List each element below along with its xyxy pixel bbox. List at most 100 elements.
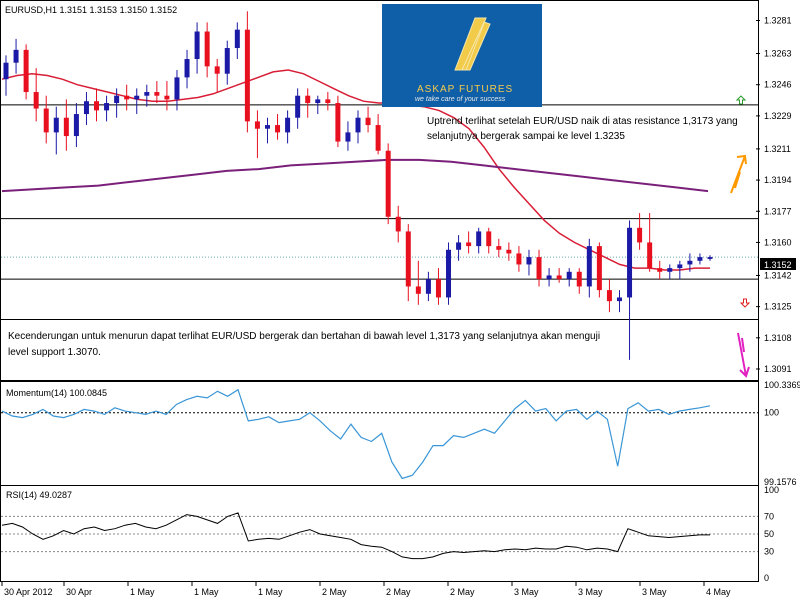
- y-tick-label: 1.3211: [764, 144, 791, 154]
- candle-body: [124, 95, 130, 100]
- x-tick-label: 4 May: [706, 587, 731, 597]
- candle-body: [83, 101, 89, 115]
- current-price-label: 1.3152: [764, 260, 792, 270]
- candle-body: [576, 271, 582, 287]
- y-tick-label: 1.3125: [764, 302, 792, 312]
- y-tick-label: 1.3281: [764, 16, 792, 26]
- candle-body: [355, 117, 361, 133]
- candle-body: [566, 271, 572, 280]
- candle-body: [667, 268, 673, 272]
- candle-body: [395, 216, 401, 232]
- candle-body: [134, 95, 140, 100]
- rsi-tick-label: 0: [764, 573, 769, 583]
- candle-body: [627, 227, 633, 298]
- candle-body: [435, 279, 441, 298]
- candle-body: [194, 31, 200, 60]
- x-tick-label: 2 May: [386, 587, 411, 597]
- logo-name: ASKAP FUTURES: [417, 84, 513, 95]
- candle-body: [335, 103, 341, 142]
- y-tick-label: 1.3229: [764, 111, 792, 121]
- candle-body: [184, 59, 190, 78]
- x-tick-label: 30 Apr: [66, 587, 92, 597]
- candle-body: [174, 77, 180, 100]
- y-tick-label: 1.3246: [764, 80, 792, 90]
- downtrend-annotation-line2: level support 1.3070.: [8, 347, 101, 358]
- x-tick-label: 30 Apr 2012: [4, 587, 53, 597]
- candle-body: [405, 231, 411, 287]
- momentum-tick-label: 100: [764, 408, 779, 418]
- candle-body: [33, 92, 39, 109]
- candle-body: [315, 99, 321, 104]
- askap-logo: ASKAP FUTURES we take care of your succe…: [382, 4, 542, 107]
- candle-body: [536, 257, 542, 280]
- chart-title: EURUSD,H1 1.3151 1.3153 1.3150 1.3152: [5, 5, 177, 15]
- rsi-tick-label: 70: [764, 511, 774, 521]
- candle-body: [616, 297, 622, 302]
- candle-body: [697, 257, 703, 261]
- downtrend-annotation-line1: Kecenderungan untuk menurun dapat terlih…: [8, 331, 600, 342]
- x-tick-label: 1 May: [130, 587, 155, 597]
- candle-body: [476, 231, 482, 247]
- candle-body: [285, 117, 291, 133]
- candle-body: [677, 264, 683, 269]
- candle-body: [365, 117, 371, 126]
- candle-body: [486, 231, 492, 247]
- candle-body: [3, 62, 9, 80]
- rsi-tick-label: 100: [764, 485, 779, 495]
- candle-body: [13, 49, 19, 63]
- candle-body: [647, 242, 653, 269]
- y-tick-label: 1.3194: [764, 175, 792, 185]
- x-tick-label: 1 May: [258, 587, 283, 597]
- candle-body: [516, 253, 522, 265]
- candle-body: [254, 121, 260, 129]
- downtrend-arrow-icon: [737, 332, 750, 378]
- momentum-label: Momentum(14) 100.0845: [6, 388, 107, 398]
- x-tick-label: 3 May: [578, 587, 603, 597]
- candle-body: [154, 92, 160, 96]
- candle-body: [586, 246, 592, 287]
- candle-body: [546, 275, 552, 280]
- candle-body: [526, 257, 532, 265]
- uptrend-annotation-line1: Uptrend terlihat setelah EUR/USD naik di…: [427, 116, 738, 127]
- momentum-line: [1, 388, 711, 480]
- momentum-panel: [0, 381, 759, 486]
- logo-emblem-icon: [454, 17, 491, 71]
- candle-body: [345, 132, 351, 142]
- candle-body: [456, 242, 462, 250]
- uptrend-arrow-icon: [730, 154, 747, 194]
- slow-ma-line: [1, 158, 709, 193]
- current-price-tag: [760, 258, 796, 270]
- y-tick-label: 1.3108: [764, 333, 792, 343]
- x-tick-label: 3 May: [642, 587, 667, 597]
- y-tick-label: 1.3177: [764, 206, 792, 216]
- candle-body: [94, 101, 100, 111]
- x-tick-label: 2 May: [322, 587, 347, 597]
- candle-body: [606, 290, 612, 302]
- candle-body: [325, 99, 331, 104]
- rsi-line: [1, 512, 710, 560]
- main-panel: [0, 0, 759, 381]
- candle-body: [53, 117, 59, 133]
- candle-body: [104, 103, 110, 111]
- candle-body: [275, 125, 281, 133]
- x-tick-label: 2 May: [450, 587, 475, 597]
- candle-body: [244, 29, 250, 122]
- candle-body: [446, 249, 452, 298]
- candle-body: [425, 279, 431, 294]
- rsi-label: RSI(14) 49.0287: [6, 490, 72, 500]
- rsi-tick-label: 50: [764, 529, 774, 539]
- candle-body: [43, 108, 49, 133]
- candle-body: [385, 150, 391, 217]
- candle-body: [234, 29, 240, 49]
- candle-body: [214, 66, 220, 74]
- momentum-tick-label: 99.1576: [764, 477, 797, 487]
- candle-body: [496, 246, 502, 250]
- candle-body: [144, 92, 150, 96]
- candle-body: [73, 114, 79, 137]
- y-tick-label: 1.3263: [764, 49, 792, 59]
- logo-tagline: we take care of your success: [415, 96, 506, 103]
- fast-ma-line: [1, 69, 710, 271]
- candle-body: [687, 260, 693, 265]
